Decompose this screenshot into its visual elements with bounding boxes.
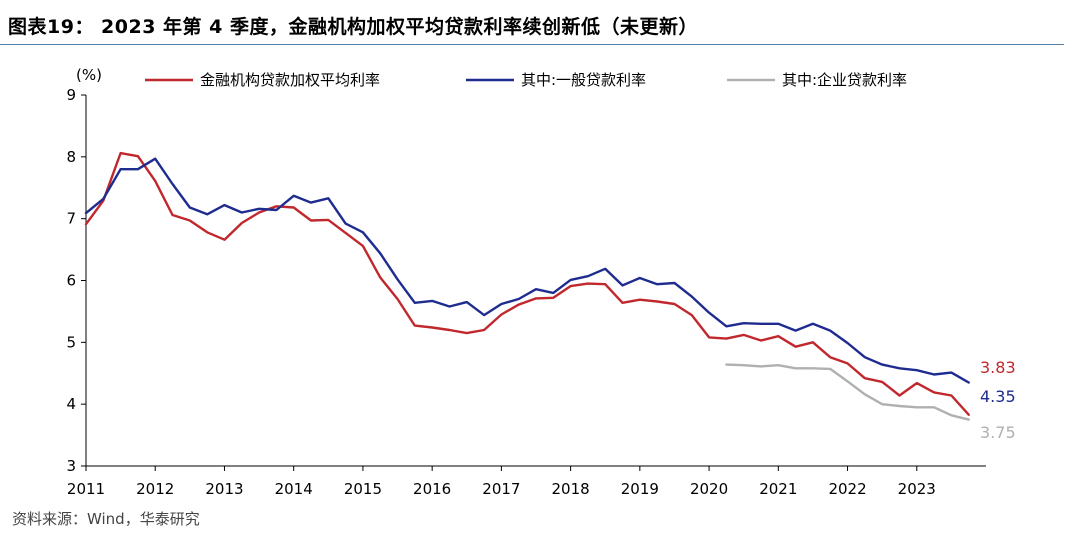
x-tick-label: 2017 <box>482 480 520 498</box>
x-tick-label: 2013 <box>205 480 243 498</box>
legend-label-3: 其中:企业贷款利率 <box>782 71 907 89</box>
x-tick-label: 2018 <box>552 480 590 498</box>
x-tick-label: 2023 <box>898 480 936 498</box>
x-tick-label: 2015 <box>344 480 382 498</box>
x-tick-label: 2019 <box>621 480 659 498</box>
chart-end-labels: 3.83 4.35 3.75 <box>980 358 1016 442</box>
chart-series <box>84 151 970 421</box>
x-tick-label: 2022 <box>828 480 866 498</box>
legend-label-1: 金融机构贷款加权平均利率 <box>200 71 380 89</box>
y-axis-label: (%) <box>76 66 102 84</box>
x-tick-label: 2012 <box>136 480 174 498</box>
y-tick-label: 5 <box>66 333 76 351</box>
y-tick-label: 8 <box>66 148 76 166</box>
chart-axes: 3 4 5 6 7 8 9(%) 2011 2012 2013 2014 2015 2016 2017 20… <box>66 66 986 498</box>
x-tick-label: 2011 <box>67 480 105 498</box>
chart-title: 图表19： 2023 年第 4 季度，金融机构加权平均贷款利率续创新低（未更新） <box>8 16 699 38</box>
series-line-2 <box>84 157 970 384</box>
y-tick-label: 3 <box>66 457 76 475</box>
x-tick-label: 2016 <box>413 480 451 498</box>
x-tick-label: 2021 <box>759 480 797 498</box>
title-divider <box>0 44 1064 45</box>
x-tick-label: 2014 <box>275 480 313 498</box>
y-tick-label: 9 <box>66 86 76 104</box>
series-end-label-1: 3.83 <box>980 358 1016 377</box>
y-tick-label: 7 <box>66 210 76 228</box>
series-end-label-3: 3.75 <box>980 423 1016 442</box>
series-end-label-2: 4.35 <box>980 387 1016 406</box>
chart-legend: 金融机构贷款加权平均利率 其中:一般贷款利率 其中:企业贷款利率 <box>145 71 907 89</box>
source-note: 资料来源：Wind，华泰研究 <box>12 510 200 528</box>
y-tick-label: 6 <box>66 272 76 290</box>
x-tick-label: 2020 <box>690 480 728 498</box>
series-line-1 <box>84 151 970 416</box>
series-line-3 <box>725 363 970 421</box>
y-tick-label: 4 <box>66 395 76 413</box>
legend-label-2: 其中:一般贷款利率 <box>521 71 646 89</box>
